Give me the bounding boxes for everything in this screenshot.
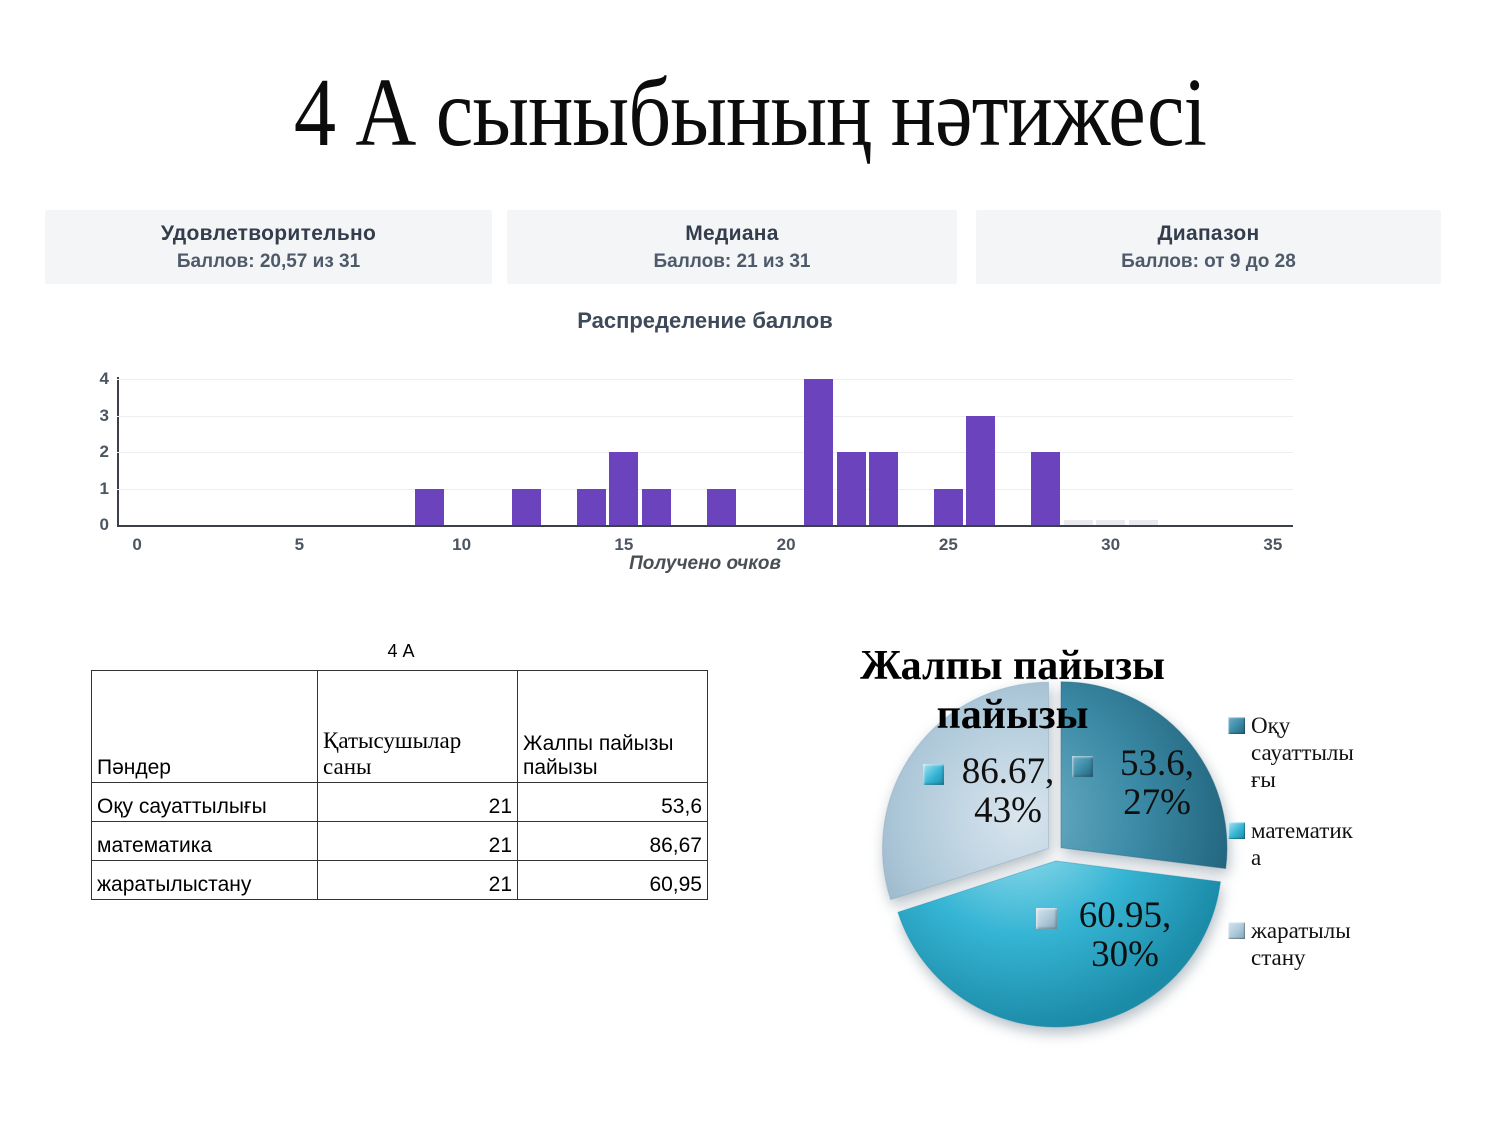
histogram-title: Распределение баллов [577,308,833,333]
histogram-bar [804,379,834,525]
legend-item: жаратылыстану [1228,917,1358,971]
histogram-bar [1031,452,1061,525]
data-label-marker-icon [1036,908,1057,929]
pie-data-label: 53.6, 27% [1072,744,1213,822]
data-label-marker-icon [1072,756,1093,777]
stat-title: Диапазон [1157,221,1260,245]
empty-bin-mark [1096,520,1126,525]
histogram-x-axis-label: Получено очков [629,553,781,574]
table-cell: 53,6 [517,782,708,822]
table-cell: 60,95 [517,860,708,900]
histogram-bar [576,488,606,525]
stat-title: Медиана [685,221,779,245]
histogram-bar [933,488,963,525]
table-header-row: Пәндер Қатысушылар саны Жалпы пайызы пай… [91,670,708,783]
histogram-bar [836,452,866,525]
histogram-bar [609,452,639,525]
stat-subtitle: Баллов: от 9 до 28 [1121,250,1296,272]
pie-data-label: 60.95, 30% [1036,896,1185,974]
legend-marker-icon [1228,922,1245,939]
legend-marker-icon [1228,822,1245,839]
table-header-total-percent: Жалпы пайызы пайызы [517,670,708,783]
histogram-bar [966,415,996,525]
y-tick-label: 1 [99,478,109,498]
table-cell: 21 [317,860,518,900]
gridline [117,488,1293,490]
y-axis-line [117,377,119,525]
table-cell: жаратылыстану [91,860,318,900]
x-tick-label: 20 [776,535,796,554]
x-tick-label: 5 [294,535,305,554]
pie-data-label-text: 60.95, 30% [1078,895,1172,975]
histogram-bar [512,488,542,525]
stat-box-satisfactory: Удовлетворительно Баллов: 20,57 из 31 [45,210,492,284]
pie-chart [882,681,1228,1028]
x-tick-label: 10 [452,535,472,554]
x-tick-label: 30 [1101,535,1121,554]
legend-item: Оқу сауаттылығы [1228,712,1358,793]
subjects-table: Пәндер Қатысушылар саны Жалпы пайызы пай… [91,670,708,900]
table-cell: 86,67 [517,821,708,861]
data-label-marker-icon [923,764,944,785]
pie-slice [1060,681,1228,870]
legend-item: математика [1228,817,1358,871]
histogram-bar [868,452,898,525]
table-cell: 21 [317,782,518,822]
y-tick-label: 0 [99,515,109,534]
stat-subtitle: Баллов: 21 из 31 [653,250,811,272]
table-cell: 21 [317,821,518,861]
table-cell: Оқу сауаттылығы [91,782,318,822]
legend-label: математика [1251,818,1353,870]
pie-slice [882,681,1050,901]
histogram-bar [641,488,671,525]
x-tick-label: 35 [1263,535,1283,554]
legend-marker-icon [1228,717,1245,734]
table-row: Оқу сауаттылығы 21 53,6 [91,782,708,822]
histogram-bar [706,488,736,525]
gridline [117,379,1293,380]
table-header-participants: Қатысушылар саны [317,670,518,783]
empty-bin-mark [1063,520,1093,525]
empty-bin-mark [1128,520,1158,525]
stat-subtitle: Баллов: 20,57 из 31 [176,250,361,272]
table-row: жаратылыстану 21 60,95 [91,860,708,900]
histogram-bar [414,488,444,525]
y-tick-label: 2 [99,442,109,461]
pie-data-label-text: 86.67, 43% [961,751,1055,831]
stat-title: Удовлетворительно [160,221,377,245]
x-axis-line [117,525,1293,527]
subjects-table-section: 4 А Пәндер Қатысушылар саны Жалпы пайызы… [91,641,711,900]
pie-chart-title: Жалпы пайызы пайызы [860,643,1165,738]
x-tick-label: 25 [938,535,958,554]
table-row: математика 21 86,67 [91,821,708,861]
legend-label: жаратылыстану [1251,918,1351,970]
x-tick-label: 0 [132,535,142,554]
histogram-plot-area: 0 1 2 3 4 0 5 10 15 20 25 30 35 [100,369,1293,554]
pie-data-label: 86.67, 43% [923,752,1064,830]
table-cell: математика [91,821,318,861]
gridline [117,415,1293,417]
x-tick-label: 15 [614,535,634,554]
y-tick-label: 4 [99,369,109,388]
pie-data-label-text: 53.6, 27% [1120,743,1194,823]
stat-box-range: Диапазон Баллов: от 9 до 28 [976,210,1441,284]
table-title: 4 А [387,641,415,661]
page-title: 4 А сыныбының нәтижесі [293,59,1207,166]
y-tick-label: 3 [99,405,109,425]
stat-box-median: Медиана Баллов: 21 из 31 [507,210,957,284]
gridline [117,452,1293,453]
table-header-subjects: Пәндер [91,670,318,783]
pie-legend: Оқу сауаттылығы математика жаратылыстану [1228,712,1358,995]
pie-slice [897,860,1222,1028]
legend-label: Оқу сауаттылығы [1251,713,1354,792]
